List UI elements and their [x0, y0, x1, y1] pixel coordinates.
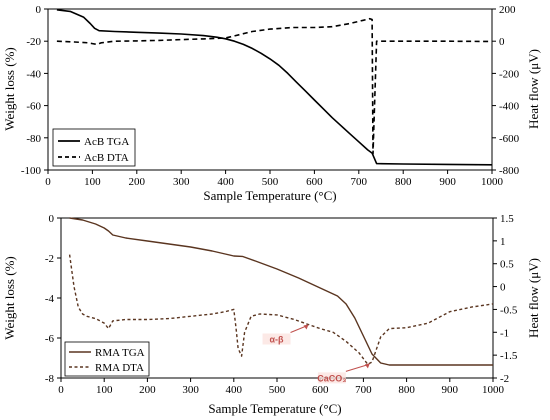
- y2-tick-label: -1.5: [500, 350, 518, 362]
- x-tick-label: 600: [312, 384, 329, 396]
- y2-tick-label: -0.5: [500, 304, 518, 316]
- x-tick-label: 200: [139, 384, 156, 396]
- chart-acb: 0 100 200 300 400 500 600 700 800 900 1000 0 -20 -40…: [2, 4, 541, 203]
- legend-label-dta: RMA DTA: [95, 362, 144, 374]
- legend: RMA TGA RMA DTA: [64, 341, 150, 377]
- x-tick-label: 1000: [481, 176, 504, 188]
- x-tick-label: 500: [269, 384, 286, 396]
- legend-label-dta: AcB DTA: [84, 152, 129, 164]
- x-axis-label: Sample Temperature (°C): [208, 401, 341, 416]
- legend-label-tga: RMA TGA: [95, 347, 145, 359]
- y2-tick-label: 0: [500, 282, 506, 294]
- y-tick-label: 0: [36, 4, 42, 16]
- y2-tick-label: 0.5: [500, 259, 514, 271]
- series-line-acb-dta: [56, 17, 493, 155]
- y2-axis-label: Heat flow (μV): [526, 49, 541, 129]
- x-tick-label: 600: [306, 176, 323, 188]
- y2-tick-label: -200: [499, 68, 520, 80]
- y2-tick-label: 0: [499, 36, 505, 48]
- y-tick-label: -20: [26, 36, 41, 48]
- y-tick-label: -80: [26, 133, 41, 145]
- x-tick-label: 400: [226, 384, 243, 396]
- y2-tick-label: 1: [500, 236, 506, 248]
- y-tick-labels: 0 -2 -4 -6 -8: [45, 213, 61, 385]
- annotation-arrowhead: [303, 324, 309, 330]
- y-tick-labels: 0 -20 -40 -60 -80 -100: [21, 4, 48, 177]
- y-tick-label: -8: [45, 373, 55, 385]
- y2-tick-label: -600: [499, 133, 520, 145]
- y-tick-label: 0: [49, 213, 55, 225]
- y-tick-label: -4: [45, 293, 55, 305]
- x-tick-label: 0: [45, 176, 51, 188]
- annotation-layer: α-β CaCO₃: [262, 324, 370, 384]
- x-tick-label: 200: [129, 176, 146, 188]
- annotation-label-bg: [317, 372, 346, 384]
- series-layer: [68, 217, 494, 366]
- y2-tick-labels: 200 0 -200 -400 -600 -800: [492, 4, 520, 177]
- x-axis-label: Sample Temperature (°C): [203, 188, 336, 203]
- y-tick-label: -2: [45, 253, 54, 265]
- legend-box: [52, 128, 136, 167]
- x-tick-label: 700: [355, 384, 372, 396]
- annotation-arrowhead: [364, 363, 370, 369]
- y2-tick-label: 1.5: [500, 213, 514, 225]
- legend-box: [64, 341, 150, 377]
- series-line-rma-tga: [69, 217, 493, 366]
- y2-tick-label: -400: [499, 101, 520, 113]
- x-tick-label: 900: [439, 176, 456, 188]
- y-axis-label: Weight loss (%): [2, 47, 17, 130]
- annotation-label: CaCO₃: [317, 373, 346, 383]
- annotation-label-bg: [262, 333, 291, 345]
- y2-tick-label: -2: [500, 373, 509, 385]
- x-tick-labels: 0 100 200 300 400 500 600 700 800 900 1000: [58, 378, 505, 396]
- series-layer: [56, 9, 493, 166]
- x-tick-label: 100: [84, 176, 101, 188]
- x-tick-label: 300: [173, 176, 190, 188]
- x-tick-label: 1000: [482, 384, 505, 396]
- y2-tick-labels: 1.5 1 0.5 0 -0.5 -1 -1.5 -2: [493, 213, 518, 385]
- chart-rma: 0 100 200 300 400 500 600 700 800 900 1000 0 -2 -4 -6…: [2, 213, 541, 416]
- y2-tick-label: 200: [499, 4, 516, 16]
- annotation-arrow: [345, 363, 370, 372]
- legend: AcB TGA AcB DTA: [52, 128, 136, 167]
- series-line-rma-dta: [68, 254, 494, 365]
- x-tick-label: 100: [96, 384, 113, 396]
- y2-tick-label: -800: [499, 165, 520, 177]
- x-tick-labels: 0 100 200 300 400 500 600 700 800 900 1000: [45, 170, 504, 188]
- y-tick-label: -60: [26, 101, 41, 113]
- y-tick-label: -40: [26, 68, 41, 80]
- x-tick-label: 400: [217, 176, 234, 188]
- x-tick-label: 800: [395, 176, 412, 188]
- legend-label-tga: AcB TGA: [84, 136, 129, 148]
- x-tick-label: 900: [442, 384, 459, 396]
- y2-tick-label: -1: [500, 327, 509, 339]
- x-tick-label: 800: [398, 384, 415, 396]
- x-tick-label: 500: [262, 176, 279, 188]
- y2-axis-label: Heat flow (μV): [526, 258, 541, 338]
- y-tick-label: -6: [45, 333, 55, 345]
- x-tick-label: 300: [182, 384, 199, 396]
- x-tick-label: 700: [351, 176, 368, 188]
- x-tick-label: 0: [58, 384, 64, 396]
- y-axis-label: Weight loss (%): [2, 256, 17, 339]
- series-line-acb-tga: [56, 9, 493, 166]
- annotation-label: α-β: [270, 335, 285, 345]
- y-tick-label: -100: [21, 165, 42, 177]
